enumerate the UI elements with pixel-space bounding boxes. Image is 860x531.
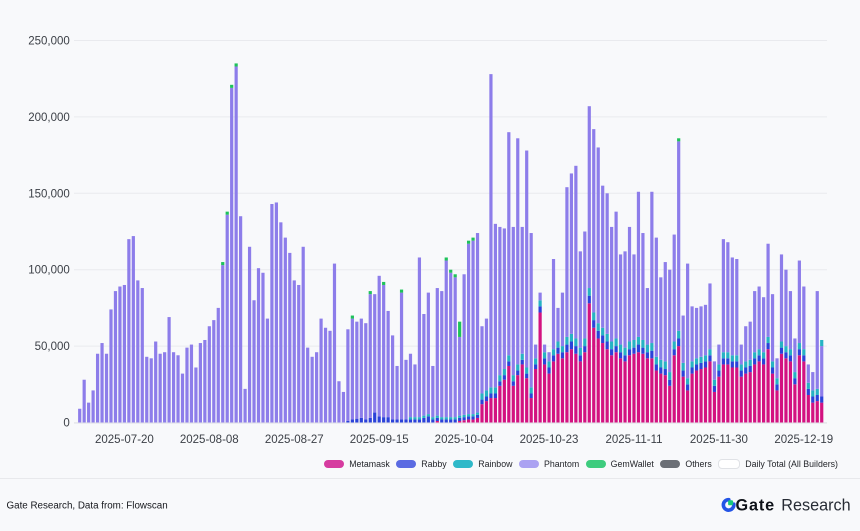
svg-text:250,000: 250,000 xyxy=(28,36,70,48)
svg-text:50,000: 50,000 xyxy=(35,341,70,353)
svg-text:2025-09-15: 2025-09-15 xyxy=(350,434,409,446)
svg-text:Gate: Gate xyxy=(736,497,776,515)
svg-text:100,000: 100,000 xyxy=(28,265,70,277)
svg-text:2025-07-20: 2025-07-20 xyxy=(95,434,154,446)
svg-text:200,000: 200,000 xyxy=(28,112,70,124)
svg-text:2025-10-23: 2025-10-23 xyxy=(520,434,579,446)
svg-text:2025-10-04: 2025-10-04 xyxy=(435,434,494,446)
svg-text:2025-08-27: 2025-08-27 xyxy=(265,434,324,446)
svg-text:2025-11-11: 2025-11-11 xyxy=(605,434,662,446)
svg-text:2025-08-08: 2025-08-08 xyxy=(180,434,239,446)
svg-text:150,000: 150,000 xyxy=(28,188,70,200)
svg-text:Research: Research xyxy=(777,497,851,515)
svg-text:2025-12-19: 2025-12-19 xyxy=(774,434,833,446)
svg-text:Gate Research, Data from: Flow: Gate Research, Data from: Flowscan xyxy=(7,501,168,512)
svg-text:0: 0 xyxy=(63,418,69,430)
svg-text:2025-11-30: 2025-11-30 xyxy=(690,434,748,446)
